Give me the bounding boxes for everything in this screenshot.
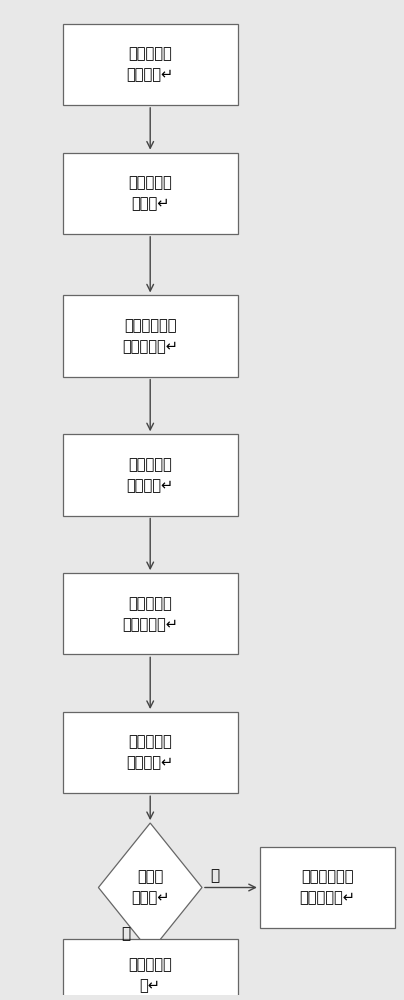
Polygon shape <box>99 823 202 952</box>
Text: 任选一点作
为基准点↵: 任选一点作 为基准点↵ <box>126 46 174 82</box>
Text: 上浮校正坐
标↵: 上浮校正坐 标↵ <box>128 957 172 993</box>
FancyBboxPatch shape <box>63 712 238 793</box>
FancyBboxPatch shape <box>63 434 238 516</box>
Text: 是: 是 <box>121 926 130 941</box>
FancyBboxPatch shape <box>63 153 238 234</box>
Text: 是否超
过阈值↵: 是否超 过阈值↵ <box>131 870 169 906</box>
Text: 计算差值之
和，最优化↵: 计算差值之 和，最优化↵ <box>122 596 178 632</box>
FancyBboxPatch shape <box>63 573 238 654</box>
Text: 得到各点的
修正坐标↵: 得到各点的 修正坐标↵ <box>126 735 174 771</box>
FancyBboxPatch shape <box>63 939 238 1000</box>
FancyBboxPatch shape <box>63 295 238 377</box>
FancyBboxPatch shape <box>260 847 395 928</box>
Text: 用修正坐标替
代仪器坐标↵: 用修正坐标替 代仪器坐标↵ <box>299 870 356 906</box>
Text: 计算各点到基
准点的距离↵: 计算各点到基 准点的距离↵ <box>122 318 178 354</box>
Text: 否: 否 <box>210 868 219 883</box>
Text: 计算各点的
推算坐标↵: 计算各点的 推算坐标↵ <box>126 457 174 493</box>
Text: 获取各点追
踪坐标↵: 获取各点追 踪坐标↵ <box>128 175 172 211</box>
FancyBboxPatch shape <box>63 24 238 105</box>
